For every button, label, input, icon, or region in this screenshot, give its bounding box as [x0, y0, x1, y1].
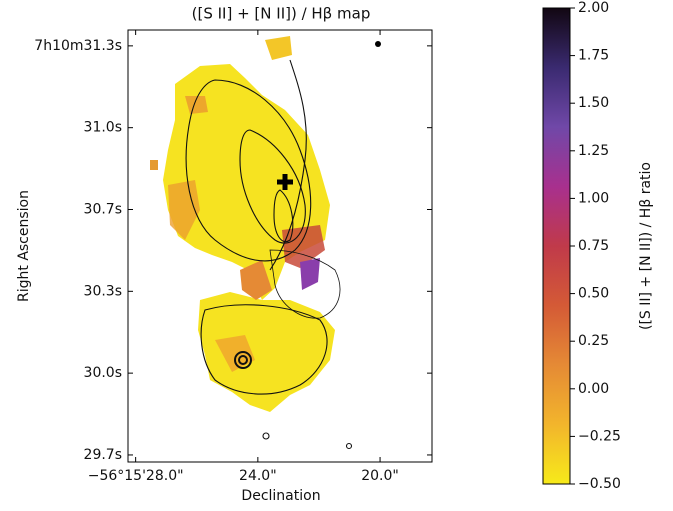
colorbar-tick-label: −0.25 [578, 428, 621, 444]
colorbar [542, 7, 571, 485]
colorbar-tick-label: 1.75 [578, 48, 609, 64]
colorbar-tick-label: 1.00 [578, 190, 609, 206]
colorbar-label: ([S II] + [N II]) / Hβ ratio [638, 162, 654, 330]
colorbar-tick-label: 2.00 [578, 0, 609, 16]
colorbar-tick-label: 0.50 [578, 286, 609, 302]
x-tick-label: 20.0" [361, 468, 399, 484]
y-tick-label: 30.7s [84, 201, 122, 217]
y-tick-label: 7h10m31.3s [34, 38, 122, 54]
colorbar-tick-label: −0.50 [578, 476, 621, 492]
y-tick-label: 30.0s [84, 365, 122, 381]
y-axis-label: Right Ascension [16, 190, 32, 302]
colorbar-tick-label: 0.75 [578, 238, 609, 254]
colorbar-tick-label: 0.00 [578, 381, 609, 397]
plot-frame [127, 29, 433, 463]
y-tick-label: 30.3s [84, 283, 122, 299]
colorbar-tick-label: 1.25 [578, 143, 609, 159]
x-axis-label: Declination [241, 488, 320, 504]
y-tick-label: 29.7s [84, 447, 122, 463]
map-image [150, 36, 381, 450]
colorbar-tick-label: 1.50 [578, 95, 609, 111]
x-tick-label: 24.0" [239, 468, 277, 484]
x-tick-label: −56°15'28.0" [88, 468, 184, 484]
y-tick-label: 31.0s [84, 120, 122, 136]
chart-title: ([S II] + [N II]) / Hβ map [192, 5, 371, 23]
colorbar-tick-label: 0.25 [578, 333, 609, 349]
